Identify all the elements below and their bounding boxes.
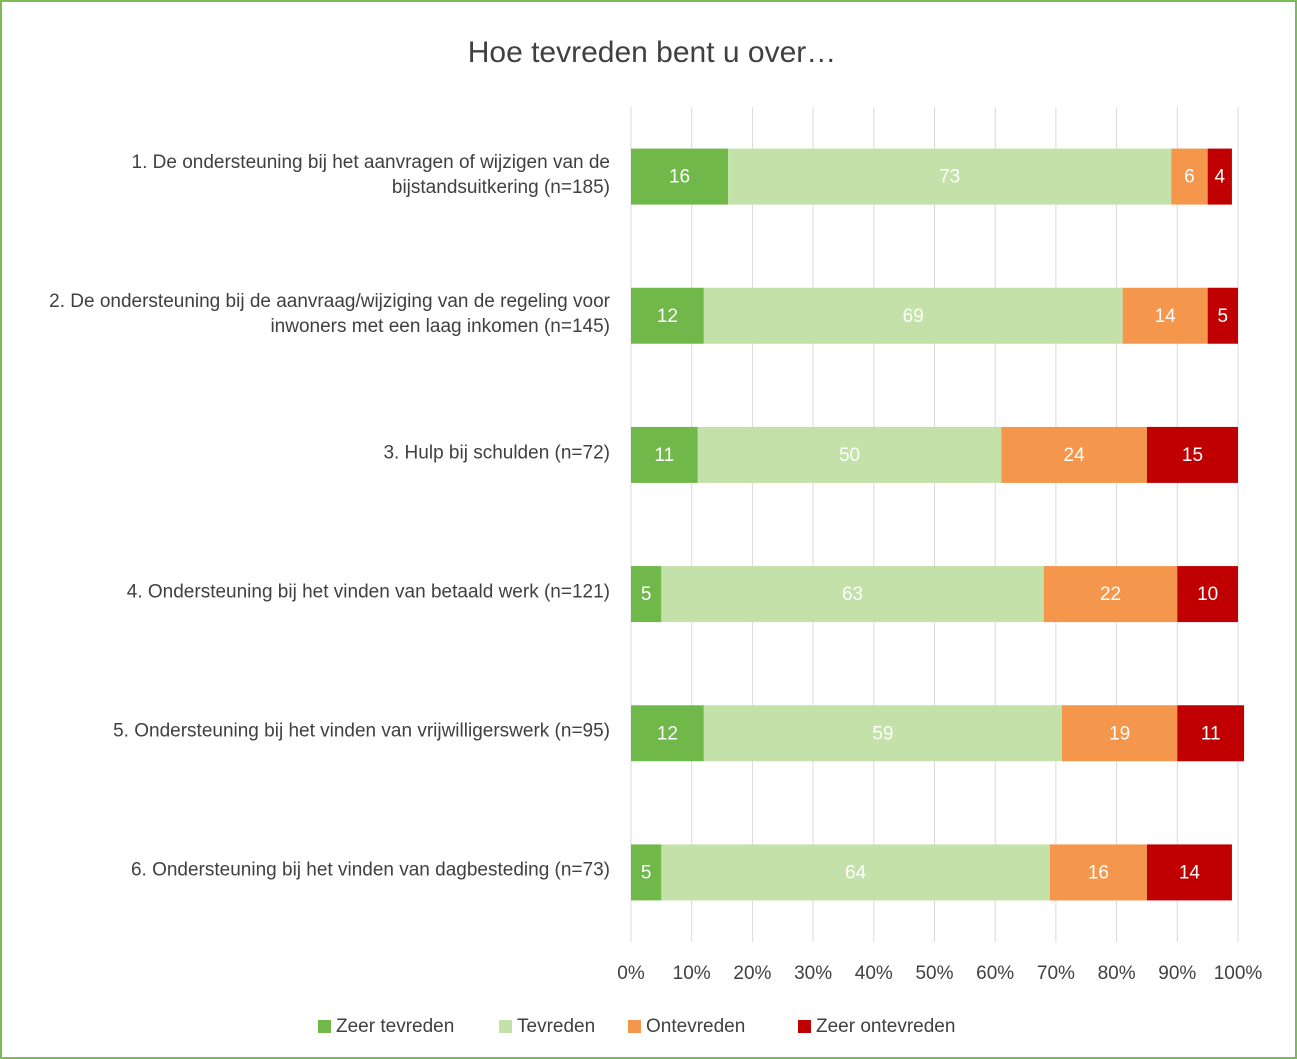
data-label: 73 — [939, 167, 960, 188]
bar-segment — [631, 844, 662, 901]
data-label: 5 — [641, 862, 652, 883]
data-label: 14 — [1155, 306, 1177, 327]
bar-segment — [1171, 148, 1208, 205]
data-label: 5 — [1218, 306, 1229, 327]
data-label: 14 — [1179, 862, 1201, 883]
bar-segment — [1061, 705, 1178, 762]
x-tick-label: 10% — [673, 963, 711, 984]
x-tick-label: 30% — [794, 963, 832, 984]
bar-segment — [1207, 287, 1238, 344]
legend-label: Zeer tevreden — [336, 1016, 454, 1037]
bar-segment — [631, 566, 662, 623]
chart-title: Hoe tevreden bent u over… — [468, 36, 837, 69]
bar-segment — [1146, 844, 1232, 901]
data-label: 50 — [839, 445, 860, 466]
data-label: 16 — [669, 167, 690, 188]
x-tick-label: 50% — [915, 963, 953, 984]
x-tick-label: 20% — [733, 963, 771, 984]
category-label: 2. De ondersteuning bij de aanvraag/wijz… — [49, 290, 610, 337]
bar-segment — [1146, 426, 1238, 483]
bar-segment — [1207, 148, 1232, 205]
category-label: 1. De ondersteuning bij het aanvragen of… — [131, 151, 611, 198]
bar-segment — [631, 287, 704, 344]
data-label: 22 — [1100, 584, 1121, 605]
data-label: 16 — [1088, 862, 1109, 883]
data-label: 59 — [872, 723, 893, 744]
x-tick-label: 100% — [1214, 963, 1263, 984]
legend-label: Tevreden — [517, 1016, 595, 1037]
x-tick-label: 60% — [976, 963, 1014, 984]
bar-segment — [1177, 566, 1238, 623]
legend-swatch — [318, 1020, 331, 1033]
bar-segment — [1122, 287, 1208, 344]
data-label: 69 — [903, 306, 924, 327]
bar-segment — [1177, 705, 1245, 762]
data-label: 24 — [1064, 445, 1086, 466]
x-tick-label: 70% — [1037, 963, 1075, 984]
bar-segment — [703, 705, 1062, 762]
legend-label: Zeer ontevreden — [816, 1016, 955, 1037]
bar-segment — [631, 705, 704, 762]
bar-segment — [1001, 426, 1147, 483]
legend-swatch — [628, 1020, 641, 1033]
data-label: 10 — [1197, 584, 1218, 605]
category-label: 3. Hulp bij schulden (n=72) — [383, 442, 610, 464]
bar-segment — [631, 426, 698, 483]
data-label: 12 — [657, 306, 678, 327]
bar-segment — [631, 148, 729, 205]
data-label: 11 — [1201, 723, 1221, 744]
bar-segment — [1049, 844, 1147, 901]
bar-segment — [703, 287, 1123, 344]
legend-swatch — [499, 1020, 512, 1033]
x-tick-label: 90% — [1158, 963, 1196, 984]
data-label: 64 — [845, 862, 867, 883]
category-label: 4. Ondersteuning bij het vinden van beta… — [126, 581, 610, 603]
bar-segment — [728, 148, 1172, 205]
category-label: 6. Ondersteuning bij het vinden van dagb… — [130, 859, 610, 881]
bar-segment — [697, 426, 1002, 483]
bar-segment — [1043, 566, 1178, 623]
x-tick-label: 40% — [855, 963, 893, 984]
data-label: 12 — [657, 723, 678, 744]
data-label: 15 — [1182, 445, 1203, 466]
bar-segment — [661, 844, 1050, 901]
legend-swatch — [798, 1020, 811, 1033]
data-label: 11 — [655, 445, 675, 466]
category-label: 5. Ondersteuning bij het vinden van vrij… — [113, 720, 610, 742]
data-label: 4 — [1215, 167, 1226, 188]
data-label: 5 — [641, 584, 652, 605]
x-tick-label: 80% — [1098, 963, 1136, 984]
data-label: 19 — [1109, 723, 1130, 744]
data-label: 6 — [1184, 167, 1195, 188]
bar-segment — [661, 566, 1044, 623]
data-label: 63 — [842, 584, 863, 605]
legend-label: Ontevreden — [646, 1016, 745, 1037]
x-tick-label: 0% — [617, 963, 645, 984]
